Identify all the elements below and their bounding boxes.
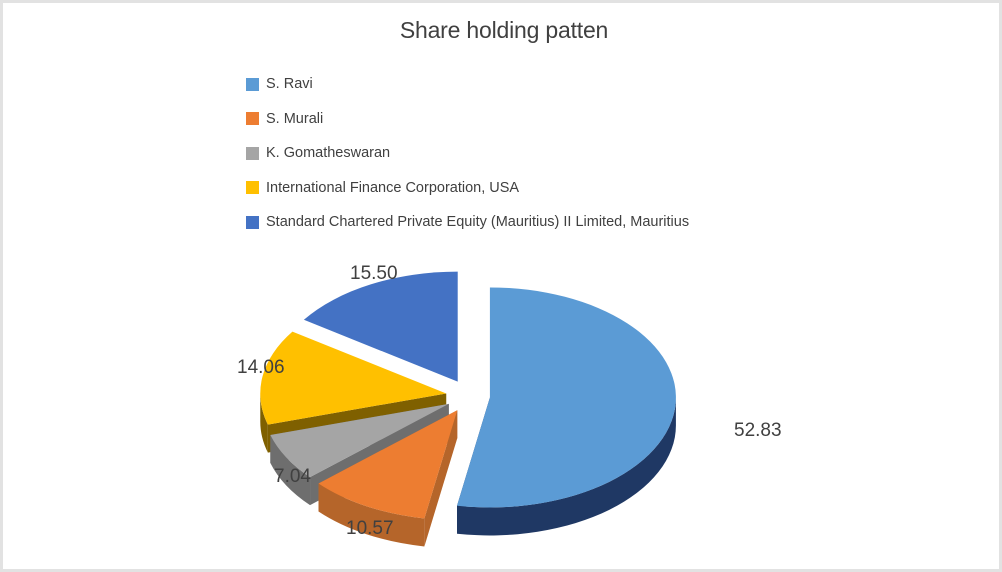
data-label-series-5: 15.50 xyxy=(350,263,398,284)
legend-item[interactable]: S. Murali xyxy=(246,102,689,137)
data-label-series-3: 7.04 xyxy=(274,466,311,487)
chart-legend: S. Ravi S. Murali K. Gomatheswaran Inter… xyxy=(246,67,689,240)
legend-item[interactable]: S. Ravi xyxy=(246,67,689,102)
legend-swatch-icon xyxy=(246,77,259,91)
legend-item[interactable]: International Finance Corporation, USA xyxy=(246,171,689,206)
legend-item-label: International Finance Corporation, USA xyxy=(266,179,520,196)
legend-swatch-icon xyxy=(246,112,259,126)
legend-item-label: S. Murali xyxy=(266,110,324,127)
data-label-series-2: 10.57 xyxy=(346,518,394,539)
legend-item-label: K. Gomatheswaran xyxy=(266,145,391,161)
legend-item-label: Standard Chartered Private Equity (Mauri… xyxy=(266,214,690,230)
legend-swatch-icon xyxy=(246,215,259,229)
legend-item[interactable]: K. Gomatheswaran xyxy=(246,136,689,171)
legend-swatch-icon xyxy=(246,181,259,195)
legend-item-label: S. Ravi xyxy=(266,76,313,92)
data-label-series-1: 52.83 xyxy=(734,420,782,441)
chart-title: Share holding patten xyxy=(399,17,609,43)
data-label-series-4: 14.06 xyxy=(237,357,285,378)
legend-swatch-icon xyxy=(246,146,259,160)
legend-item[interactable]: Standard Chartered Private Equity (Mauri… xyxy=(246,205,689,240)
